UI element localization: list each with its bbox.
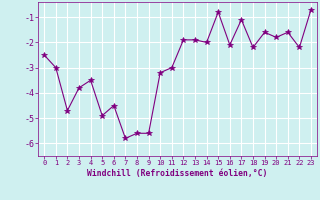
X-axis label: Windchill (Refroidissement éolien,°C): Windchill (Refroidissement éolien,°C) — [87, 169, 268, 178]
